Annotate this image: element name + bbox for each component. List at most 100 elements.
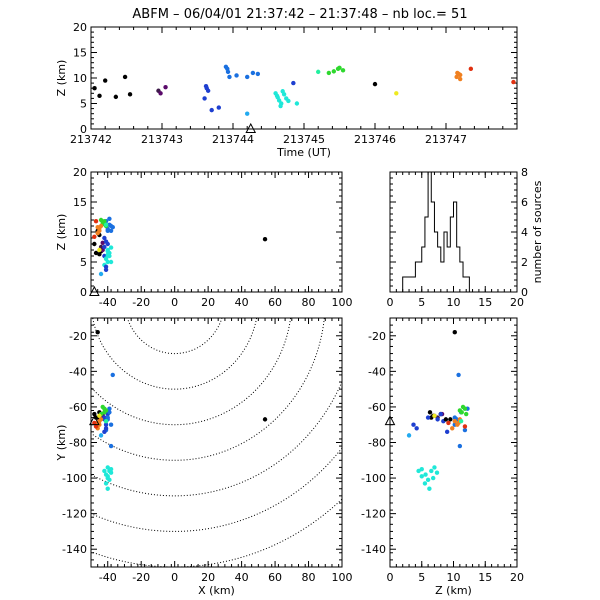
- source-point: [103, 422, 109, 427]
- source-point: [92, 241, 97, 247]
- x-tick-label: 10: [447, 571, 461, 584]
- source-point: [429, 468, 434, 474]
- source-point: [225, 66, 230, 72]
- y-axis-label: Z (km): [55, 214, 68, 251]
- source-point: [103, 481, 109, 486]
- source-point: [108, 443, 114, 449]
- source-point: [227, 74, 232, 80]
- source-point: [103, 418, 109, 424]
- source-point: [462, 424, 468, 429]
- histogram-step-line: [390, 171, 517, 293]
- source-point: [432, 413, 437, 419]
- x-tick-label: 100: [332, 296, 353, 309]
- source-point: [122, 74, 128, 80]
- source-point: [414, 426, 419, 431]
- source-point: [411, 422, 416, 427]
- source-point: [95, 231, 100, 236]
- histogram-bin: [403, 277, 409, 292]
- y-tick-label: -20: [368, 330, 386, 343]
- source-point: [93, 250, 99, 256]
- source-point: [457, 443, 463, 449]
- source-point: [326, 70, 332, 76]
- source-point: [425, 415, 431, 420]
- source-point: [102, 410, 107, 415]
- source-point: [468, 66, 474, 72]
- x-tick-label: 15: [478, 571, 492, 584]
- histogram-bin: [447, 247, 450, 292]
- x-tick-label: 60: [268, 571, 282, 584]
- x-tick-label: 5: [418, 296, 425, 309]
- y-tick-label: 5: [80, 98, 87, 111]
- histogram-bin: [444, 232, 447, 292]
- figure-title: ABFM – 06/04/01 21:37:42 – 21:37:48 – nb…: [132, 7, 467, 22]
- y-tick-label: -60: [69, 401, 87, 414]
- x-axis-label: Z (km): [435, 584, 472, 597]
- source-point: [458, 418, 464, 424]
- source-point: [455, 70, 460, 76]
- x-tick-label: 80: [302, 296, 316, 309]
- source-point: [331, 69, 337, 74]
- source-point: [105, 241, 110, 247]
- station-marker: [384, 415, 396, 426]
- station-marker: [245, 122, 257, 133]
- source-point: [262, 237, 268, 242]
- source-point: [202, 96, 207, 101]
- x-tick-label: 213745: [283, 133, 325, 146]
- source-point: [394, 91, 399, 96]
- source-point: [425, 477, 431, 483]
- histogram-bin: [438, 247, 441, 292]
- x-tick-label: -40: [99, 296, 117, 309]
- station-marker: [89, 415, 100, 426]
- x-tick-label: 213746: [354, 133, 396, 146]
- plot-frame: [90, 171, 343, 293]
- y-tick-label: -140: [361, 543, 386, 556]
- source-point: [438, 411, 443, 417]
- source-point: [430, 475, 436, 481]
- y-tick-label: 4: [521, 226, 528, 239]
- range-ring: [91, 318, 292, 426]
- source-point: [103, 78, 108, 83]
- x-tick-label: 60: [268, 296, 282, 309]
- x-tick-label: 15: [478, 296, 492, 309]
- histogram-bin: [460, 262, 463, 292]
- source-point: [511, 79, 516, 85]
- x-tick-label: 20: [510, 296, 524, 309]
- x-tick-label: -20: [132, 571, 150, 584]
- y-tick-label: -120: [361, 508, 386, 521]
- source-point: [423, 472, 428, 477]
- source-point: [462, 427, 468, 433]
- source-point: [108, 223, 114, 229]
- source-point: [448, 417, 453, 422]
- x-tick-label: 20: [201, 296, 215, 309]
- y-tick-label: -100: [62, 472, 87, 485]
- source-point: [103, 426, 109, 431]
- y-tick-label: 15: [73, 47, 87, 60]
- histogram-bin: [434, 232, 437, 292]
- source-point: [372, 81, 378, 87]
- y-vs-z-panel: 0 5 10 15 20 -140 -120 -100 -80 -60 -40 -20 Z (km): [361, 317, 524, 597]
- x-tick-label: 20: [201, 571, 215, 584]
- source-point: [281, 92, 287, 97]
- source-point: [92, 86, 97, 91]
- range-ring: [91, 318, 325, 461]
- source-point: [103, 264, 109, 269]
- source-point: [98, 223, 104, 229]
- x-tick-label: 213742: [70, 133, 112, 146]
- source-point: [107, 406, 112, 411]
- x-tick-label: 80: [302, 571, 316, 584]
- source-point: [443, 417, 449, 422]
- y-tick-label: -60: [368, 401, 386, 414]
- source-point: [108, 259, 114, 265]
- source-point: [103, 222, 109, 227]
- y-tick-label: 20: [73, 166, 87, 179]
- source-point: [435, 417, 440, 422]
- histogram-bin: [415, 262, 421, 292]
- source-point: [316, 69, 321, 75]
- source-point: [250, 70, 256, 76]
- y-tick-label: 0: [521, 286, 528, 299]
- y-tick-label: 8: [521, 166, 528, 179]
- y-tick-label: 0: [80, 123, 87, 136]
- x-tick-label: 100: [332, 571, 353, 584]
- source-point: [102, 429, 107, 435]
